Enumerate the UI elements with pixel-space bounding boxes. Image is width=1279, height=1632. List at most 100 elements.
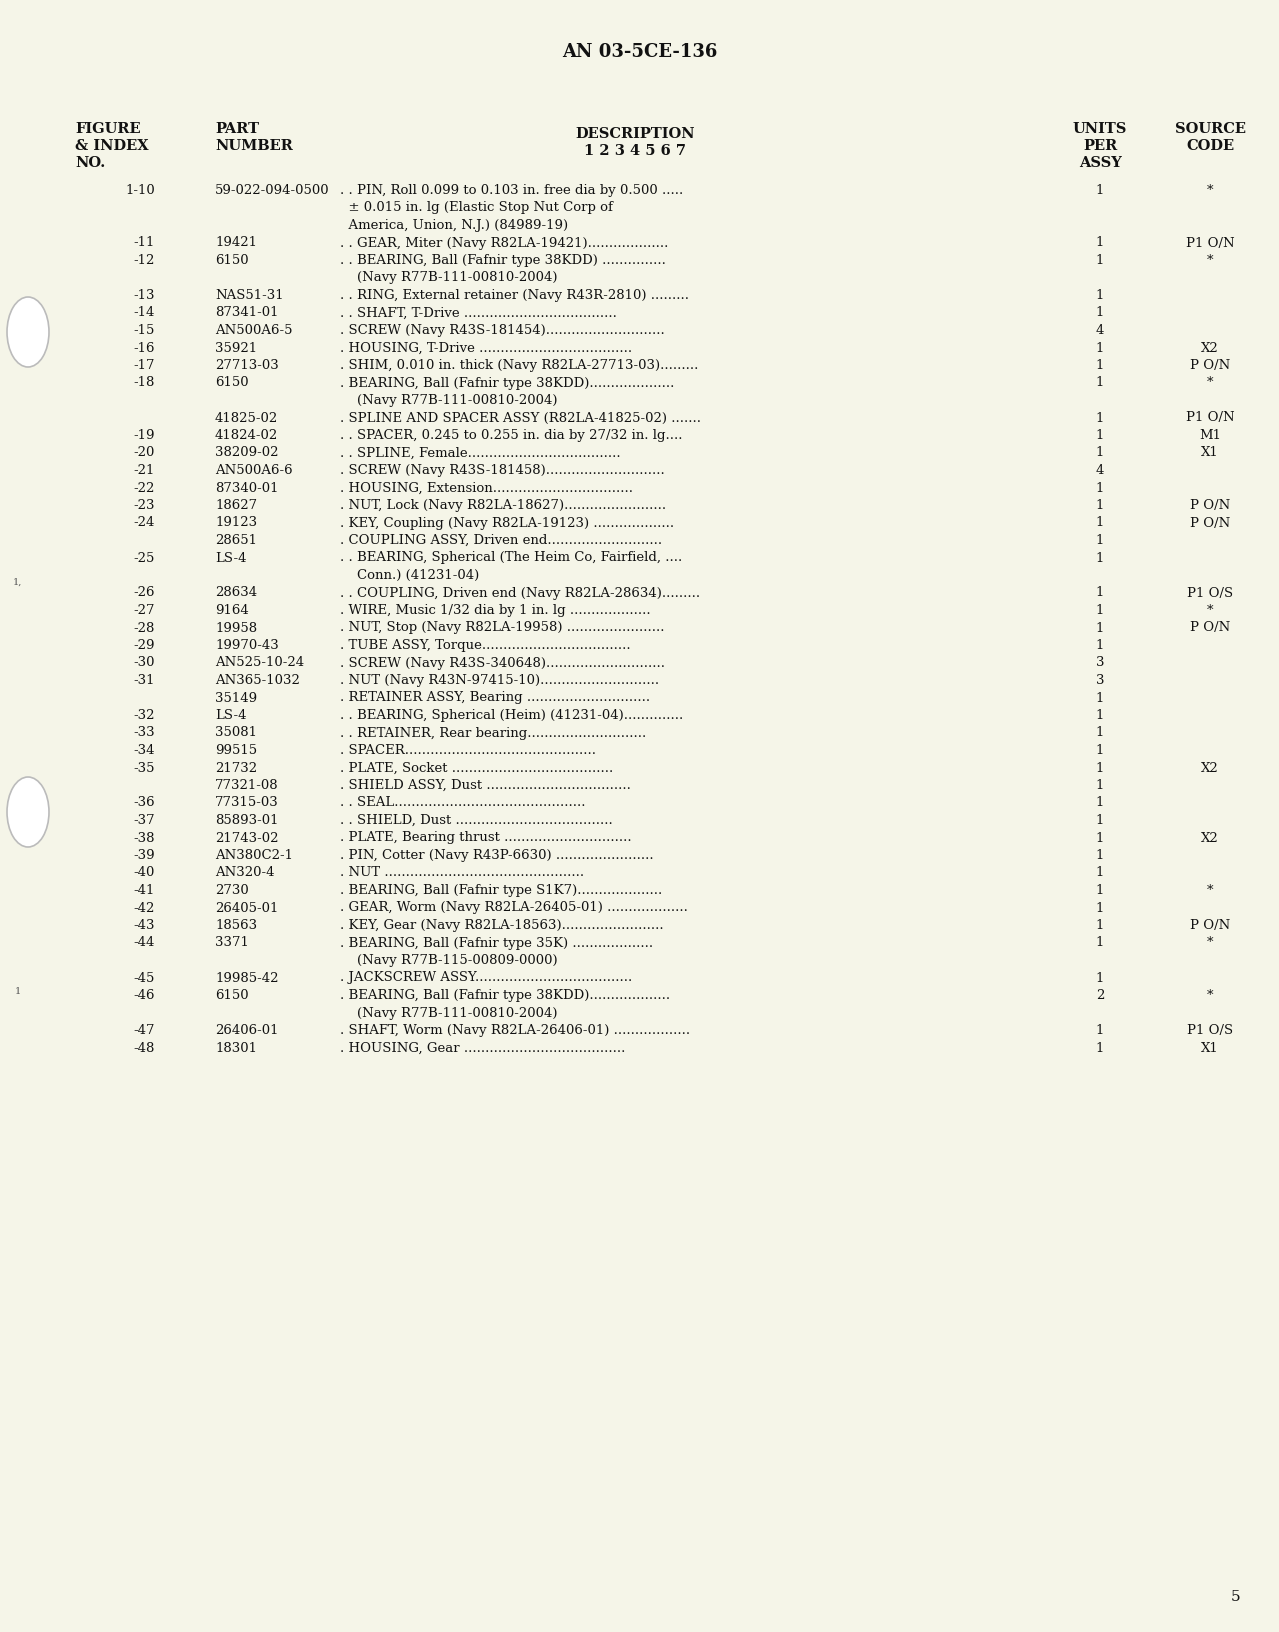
- Text: -24: -24: [133, 516, 155, 529]
- Text: . . BEARING, Ball (Fafnir type 38KDD) ...............: . . BEARING, Ball (Fafnir type 38KDD) ..…: [340, 255, 666, 268]
- Text: 1: 1: [1096, 307, 1104, 320]
- Text: . SHIELD ASSY, Dust ..................................: . SHIELD ASSY, Dust ....................…: [340, 778, 631, 792]
- Text: 1: 1: [1096, 849, 1104, 862]
- Text: . . SHAFT, T-Drive ....................................: . . SHAFT, T-Drive .....................…: [340, 307, 616, 320]
- Text: -39: -39: [133, 849, 155, 862]
- Text: P O/N: P O/N: [1189, 622, 1230, 635]
- Text: . . SEAL.............................................: . . SEAL................................…: [340, 796, 586, 809]
- Text: P O/N: P O/N: [1189, 919, 1230, 932]
- Text: -46: -46: [133, 989, 155, 1002]
- Text: P O/N: P O/N: [1189, 359, 1230, 372]
- Text: AN380C2-1: AN380C2-1: [215, 849, 293, 862]
- Text: -18: -18: [133, 377, 155, 390]
- Text: . . PIN, Roll 0.099 to 0.103 in. free dia by 0.500 .....: . . PIN, Roll 0.099 to 0.103 in. free di…: [340, 184, 683, 197]
- Text: 77315-03: 77315-03: [215, 796, 279, 809]
- Text: 1: 1: [1096, 341, 1104, 354]
- Text: (Navy R77B-111-00810-2004): (Navy R77B-111-00810-2004): [340, 393, 558, 406]
- Text: LS-4: LS-4: [215, 552, 247, 565]
- Text: -41: -41: [133, 885, 155, 898]
- Text: -20: -20: [133, 447, 155, 460]
- Text: 35081: 35081: [215, 726, 257, 739]
- Text: 1: 1: [1096, 762, 1104, 775]
- Text: -47: -47: [133, 1023, 155, 1036]
- Text: -17: -17: [133, 359, 155, 372]
- Text: *: *: [1207, 937, 1214, 950]
- Text: AN500A6-5: AN500A6-5: [215, 325, 293, 336]
- Text: FIGURE: FIGURE: [75, 122, 141, 135]
- Text: . SHIM, 0.010 in. thick (Navy R82LA-27713-03).........: . SHIM, 0.010 in. thick (Navy R82LA-2771…: [340, 359, 698, 372]
- Text: 59-022-094-0500: 59-022-094-0500: [215, 184, 330, 197]
- Text: . NUT (Navy R43N-97415-10)............................: . NUT (Navy R43N-97415-10)..............…: [340, 674, 659, 687]
- Text: 1: 1: [1096, 552, 1104, 565]
- Text: -45: -45: [133, 971, 155, 984]
- Text: 1: 1: [1096, 237, 1104, 250]
- Text: X1: X1: [1201, 1041, 1219, 1054]
- Text: 19421: 19421: [215, 237, 257, 250]
- Text: 6150: 6150: [215, 989, 248, 1002]
- Text: 1: 1: [1096, 640, 1104, 653]
- Text: SOURCE: SOURCE: [1174, 122, 1246, 135]
- Text: 35149: 35149: [215, 692, 257, 705]
- Text: -30: -30: [133, 656, 155, 669]
- Text: AN 03-5CE-136: AN 03-5CE-136: [563, 42, 718, 60]
- Text: NO.: NO.: [75, 157, 105, 170]
- Text: (Navy R77B-111-00810-2004): (Navy R77B-111-00810-2004): [340, 271, 558, 284]
- Text: 1: 1: [1096, 796, 1104, 809]
- Text: . BEARING, Ball (Fafnir type 38KDD)....................: . BEARING, Ball (Fafnir type 38KDD).....…: [340, 377, 674, 390]
- Text: 1: 1: [1096, 481, 1104, 494]
- Text: . SCREW (Navy R43S-340648)............................: . SCREW (Navy R43S-340648)..............…: [340, 656, 665, 669]
- Text: -21: -21: [133, 463, 155, 477]
- Text: 1: 1: [1096, 411, 1104, 424]
- Text: . NUT ...............................................: . NUT ..................................…: [340, 867, 585, 880]
- Text: 35921: 35921: [215, 341, 257, 354]
- Text: 18301: 18301: [215, 1041, 257, 1054]
- Text: . . BEARING, Spherical (Heim) (41231-04)..............: . . BEARING, Spherical (Heim) (41231-04)…: [340, 708, 683, 721]
- Text: . GEAR, Worm (Navy R82LA-26405-01) ...................: . GEAR, Worm (Navy R82LA-26405-01) .....…: [340, 901, 688, 914]
- Text: -34: -34: [133, 744, 155, 757]
- Text: 3371: 3371: [215, 937, 249, 950]
- Text: 41825-02: 41825-02: [215, 411, 279, 424]
- Text: (Navy R77B-111-00810-2004): (Navy R77B-111-00810-2004): [340, 1007, 558, 1020]
- Text: . SHAFT, Worm (Navy R82LA-26406-01) ..................: . SHAFT, Worm (Navy R82LA-26406-01) ....…: [340, 1023, 691, 1036]
- Text: *: *: [1207, 989, 1214, 1002]
- Text: *: *: [1207, 255, 1214, 268]
- Text: 1: 1: [1096, 184, 1104, 197]
- Text: *: *: [1207, 604, 1214, 617]
- Text: . NUT, Stop (Navy R82LA-19958) .......................: . NUT, Stop (Navy R82LA-19958) .........…: [340, 622, 665, 635]
- Text: . HOUSING, T-Drive ....................................: . HOUSING, T-Drive .....................…: [340, 341, 632, 354]
- Text: 1 2 3 4 5 6 7: 1 2 3 4 5 6 7: [585, 144, 686, 158]
- Text: 1: 1: [1096, 708, 1104, 721]
- Text: 4: 4: [1096, 463, 1104, 477]
- Text: 1: 1: [1096, 919, 1104, 932]
- Text: -43: -43: [133, 919, 155, 932]
- Text: & INDEX: & INDEX: [75, 139, 148, 153]
- Text: 21743-02: 21743-02: [215, 831, 279, 844]
- Text: 41824-02: 41824-02: [215, 429, 279, 442]
- Text: . HOUSING, Extension.................................: . HOUSING, Extension....................…: [340, 481, 633, 494]
- Text: -25: -25: [133, 552, 155, 565]
- Text: P1 O/S: P1 O/S: [1187, 1023, 1233, 1036]
- Text: 99515: 99515: [215, 744, 257, 757]
- Text: . . RING, External retainer (Navy R43R-2810) .........: . . RING, External retainer (Navy R43R-2…: [340, 289, 689, 302]
- Text: 1: 1: [1096, 885, 1104, 898]
- Text: 1: 1: [1096, 1023, 1104, 1036]
- Text: UNITS: UNITS: [1073, 122, 1127, 135]
- Text: 1: 1: [1096, 726, 1104, 739]
- Text: 18627: 18627: [215, 499, 257, 512]
- Text: . SCREW (Navy R43S-181458)............................: . SCREW (Navy R43S-181458)..............…: [340, 463, 665, 477]
- Text: 1: 1: [1096, 937, 1104, 950]
- Text: 2: 2: [1096, 989, 1104, 1002]
- Text: 3: 3: [1096, 656, 1104, 669]
- Text: . BEARING, Ball (Fafnir type S1K7)....................: . BEARING, Ball (Fafnir type S1K7)......…: [340, 885, 663, 898]
- Text: 1: 1: [1096, 831, 1104, 844]
- Text: *: *: [1207, 885, 1214, 898]
- Text: 77321-08: 77321-08: [215, 778, 279, 792]
- Text: 1: 1: [1096, 516, 1104, 529]
- Text: Conn.) (41231-04): Conn.) (41231-04): [340, 570, 480, 583]
- Text: . BEARING, Ball (Fafnir type 38KDD)...................: . BEARING, Ball (Fafnir type 38KDD).....…: [340, 989, 670, 1002]
- Text: . WIRE, Music 1/32 dia by 1 in. lg ...................: . WIRE, Music 1/32 dia by 1 in. lg .....…: [340, 604, 651, 617]
- Text: -42: -42: [133, 901, 155, 914]
- Text: 1: 1: [15, 987, 22, 997]
- Text: -23: -23: [133, 499, 155, 512]
- Text: 1: 1: [1096, 255, 1104, 268]
